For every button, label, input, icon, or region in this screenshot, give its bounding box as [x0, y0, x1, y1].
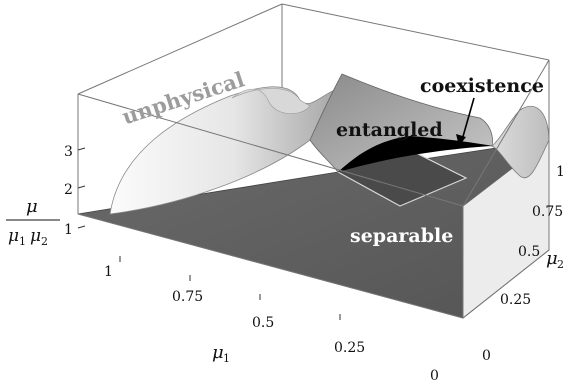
svg-text:μ: μ	[26, 196, 38, 217]
x-axis: 1 0.75 0.5 0.25 0 μ 1	[104, 256, 439, 384]
z-tick-1: 1	[64, 222, 73, 238]
z-axis: 3 2 1 μ μ 1 μ 2	[6, 144, 86, 248]
svg-text:2: 2	[557, 258, 564, 271]
bounding-box-front	[77, 59, 550, 319]
label-separable: separable	[350, 225, 453, 247]
svg-text:μ: μ	[8, 226, 19, 246]
coexistence-arrow	[456, 97, 475, 146]
svg-text:μ: μ	[212, 342, 224, 363]
x-tick-0: 0	[430, 368, 439, 384]
x-axis-label: μ 1	[212, 342, 230, 365]
svg-text:μ: μ	[30, 226, 41, 246]
y-axis-label: μ 2	[546, 248, 564, 271]
bounding-box-back	[77, 3, 550, 214]
z-tick-2: 2	[64, 182, 73, 198]
svg-text:1: 1	[19, 235, 26, 248]
y-tick-025: 0.25	[500, 292, 531, 308]
x-tick-025: 0.25	[334, 340, 365, 356]
x-tick-1: 1	[104, 264, 113, 280]
label-coexistence: coexistence	[420, 75, 544, 97]
y-tick-075: 0.75	[532, 204, 563, 220]
x-tick-075: 0.75	[172, 289, 203, 305]
label-entangled: entangled	[336, 119, 443, 141]
z-axis-label: μ μ 1 μ 2	[6, 196, 60, 248]
svg-text:2: 2	[41, 235, 48, 248]
y-tick-05: 0.5	[518, 244, 540, 260]
svg-text:μ: μ	[546, 248, 558, 269]
y-tick-0: 0	[482, 348, 491, 364]
svg-text:1: 1	[223, 352, 230, 365]
entangled-region	[338, 136, 492, 172]
x-tick-05: 0.5	[252, 315, 274, 331]
upper-surface-left	[109, 86, 336, 215]
z-tick-3: 3	[64, 144, 73, 160]
y-tick-1: 1	[556, 164, 565, 180]
y-axis: 1 0.75 0.5 0.25 0 μ 2	[482, 164, 565, 364]
